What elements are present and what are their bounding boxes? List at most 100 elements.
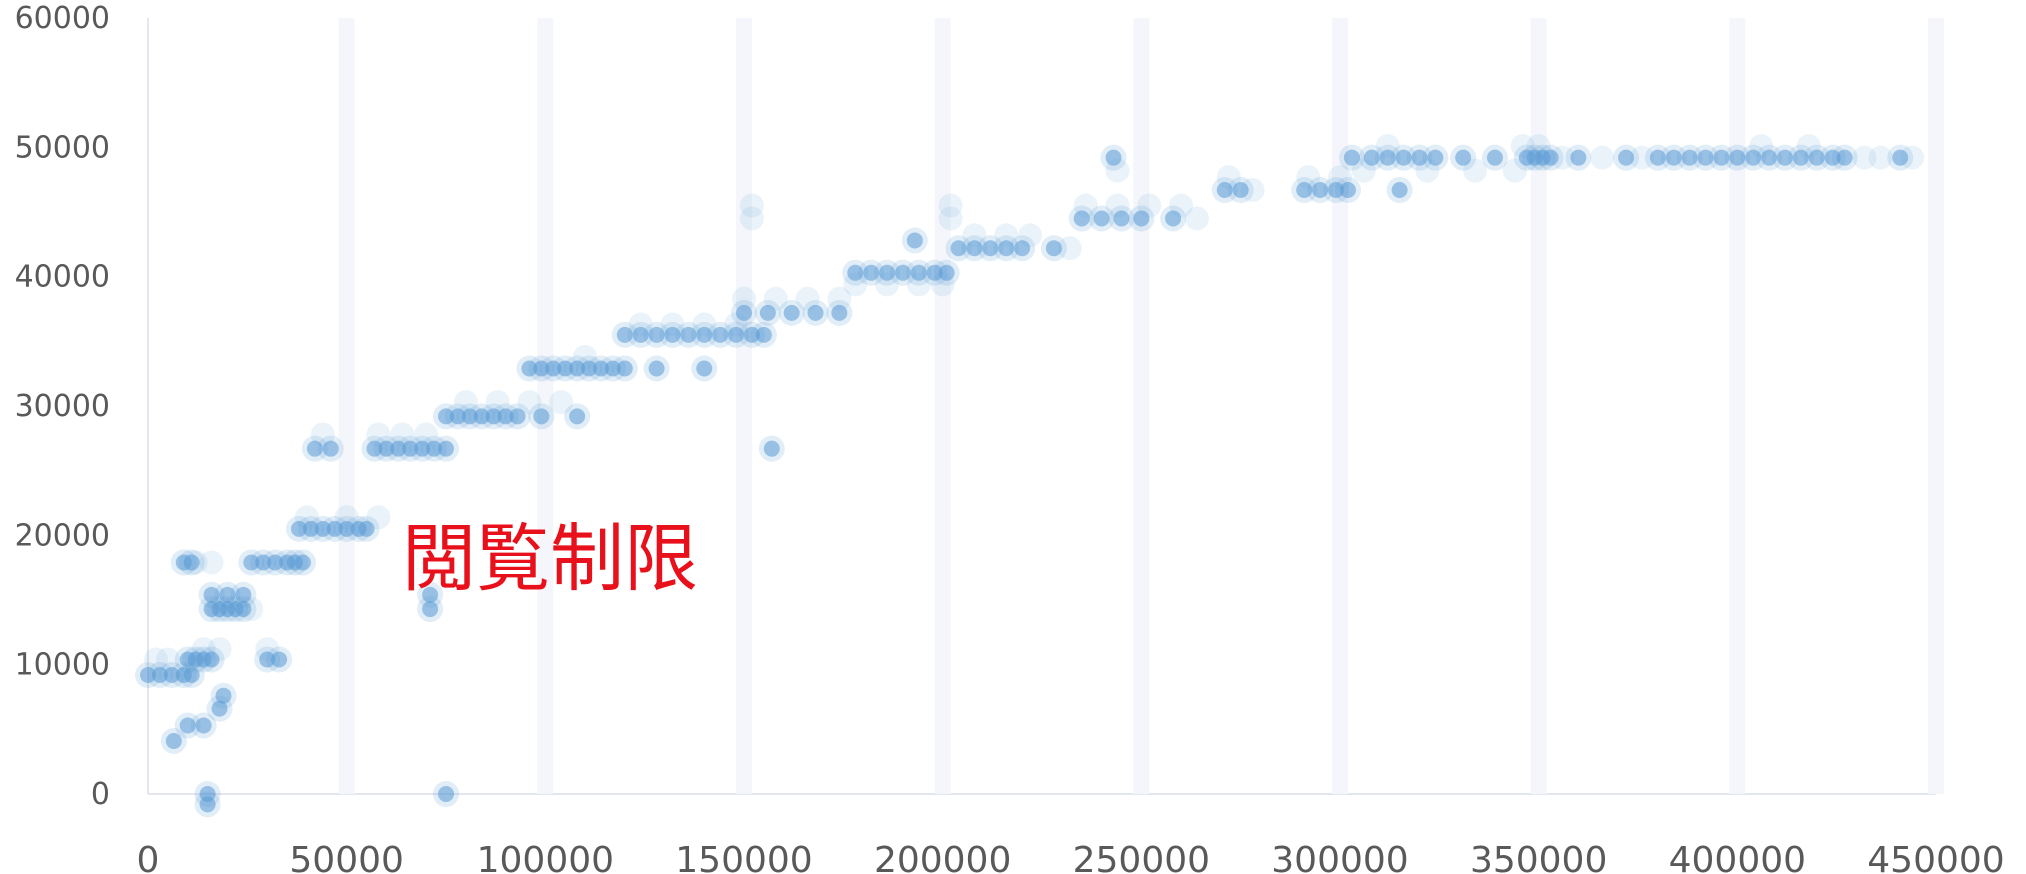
data-point <box>1216 182 1233 199</box>
data-point <box>664 326 681 343</box>
faint-marker <box>1868 145 1893 170</box>
data-point <box>302 520 319 537</box>
faint-marker <box>366 505 391 530</box>
faint-marker <box>155 647 180 672</box>
data-point <box>926 264 943 281</box>
data-point <box>438 408 454 425</box>
data-point <box>1427 149 1444 166</box>
data-point <box>545 360 562 377</box>
faint-marker <box>827 286 852 311</box>
data-point <box>322 440 339 457</box>
data-point <box>1045 240 1062 257</box>
data-point <box>151 667 168 684</box>
faint-marker <box>938 193 963 218</box>
data-point <box>1697 149 1714 166</box>
data-point <box>438 786 454 802</box>
data-point <box>1777 149 1794 166</box>
faint-marker <box>994 223 1019 248</box>
data-point <box>1165 210 1182 227</box>
data-point <box>728 326 745 343</box>
data-point <box>271 651 288 668</box>
data-point <box>509 408 526 425</box>
faint-marker <box>485 390 510 415</box>
faint-marker <box>739 206 764 231</box>
data-point <box>1649 149 1666 166</box>
data-point <box>680 326 697 343</box>
data-point <box>759 304 776 321</box>
data-point <box>1681 149 1698 166</box>
data-point <box>414 440 431 457</box>
data-point <box>163 667 180 684</box>
data-point <box>314 520 331 537</box>
data-point <box>1836 149 1853 166</box>
x-axis-ticks: 0 50000 100000 150000 200000 250000 300000 3500… <box>137 840 2005 874</box>
data-point <box>1808 149 1825 166</box>
data-point <box>1133 210 1150 227</box>
data-point <box>950 240 967 257</box>
faint-marker <box>517 390 542 415</box>
faint-markers <box>143 18 1944 794</box>
data-point <box>533 360 550 377</box>
data-point <box>569 360 586 377</box>
y-tick-label: 20000 <box>15 518 110 553</box>
data-point <box>1411 149 1428 166</box>
x-tick-label: 400000 <box>1669 840 1806 874</box>
background-band <box>1332 18 1348 794</box>
data-point <box>1339 182 1356 199</box>
faint-marker <box>1900 145 1925 170</box>
data-point <box>648 360 665 377</box>
data-point <box>879 264 896 281</box>
data-point <box>338 520 355 537</box>
y-tick-label: 50000 <box>15 130 110 165</box>
data-point <box>1824 149 1841 166</box>
faint-marker <box>390 422 415 447</box>
data-point <box>165 732 182 749</box>
data-point <box>1729 149 1746 166</box>
faint-marker <box>1184 206 1209 231</box>
faint-marker <box>1590 145 1615 170</box>
data-point <box>461 408 478 425</box>
data-point <box>422 586 439 603</box>
faint-marker <box>1502 158 1527 183</box>
data-point <box>267 554 284 571</box>
data-point <box>366 440 383 457</box>
data-point <box>199 796 216 813</box>
data-point <box>783 304 800 321</box>
data-point <box>1395 149 1412 166</box>
faint-marker <box>1463 158 1488 183</box>
y-axis-ticks: 0 10000 20000 30000 40000 50000 60000 <box>15 1 110 812</box>
data-point <box>1113 210 1130 227</box>
data-point <box>906 232 923 249</box>
data-point <box>696 360 713 377</box>
data-point <box>1713 149 1730 166</box>
data-point <box>1761 149 1778 166</box>
data-point <box>426 440 443 457</box>
data-point <box>712 326 729 343</box>
data-point <box>1745 149 1762 166</box>
data-point <box>294 554 311 571</box>
background-band <box>338 18 355 794</box>
data-point <box>211 700 228 717</box>
data-point <box>485 408 502 425</box>
data-point <box>203 586 220 603</box>
x-tick-label: 450000 <box>1867 840 2004 874</box>
faint-marker <box>1550 145 1575 170</box>
data-point <box>1014 240 1031 257</box>
faint-marker <box>962 223 987 248</box>
data-point <box>179 717 196 734</box>
y-tick-label: 10000 <box>15 648 110 683</box>
faint-marker <box>906 272 931 297</box>
x-tick-label: 350000 <box>1470 840 1607 874</box>
data-point <box>616 360 633 377</box>
data-point <box>243 554 260 571</box>
data-point <box>255 554 272 571</box>
background-band <box>1133 18 1150 794</box>
data-point <box>306 440 323 457</box>
annotation-label: 閲覧制限 <box>402 516 698 602</box>
data-point <box>219 586 236 603</box>
data-point <box>1665 149 1682 166</box>
data-point <box>521 360 538 377</box>
data-point <box>847 264 864 281</box>
data-point <box>358 520 375 537</box>
